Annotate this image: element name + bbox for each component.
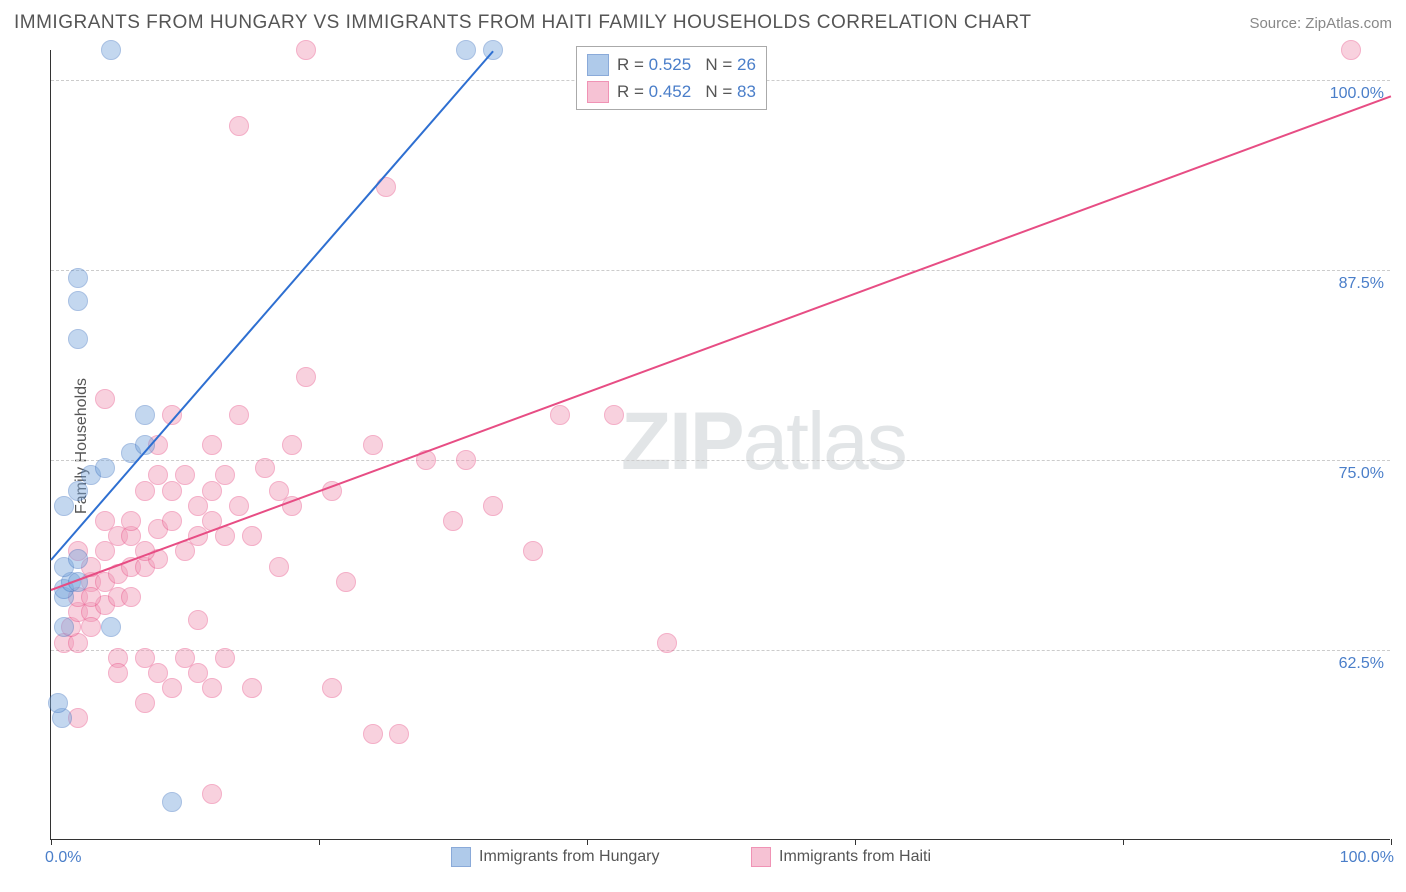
x-tick xyxy=(855,839,856,845)
scatter-point-haiti xyxy=(188,610,208,630)
scatter-point-haiti xyxy=(550,405,570,425)
x-tick xyxy=(51,839,52,845)
scatter-point-haiti xyxy=(202,678,222,698)
scatter-point-haiti xyxy=(269,557,289,577)
scatter-point-haiti xyxy=(296,40,316,60)
scatter-point-hungary xyxy=(456,40,476,60)
scatter-point-haiti xyxy=(657,633,677,653)
scatter-point-hungary xyxy=(101,617,121,637)
legend-swatch xyxy=(451,847,471,867)
scatter-point-haiti xyxy=(121,587,141,607)
trend-line xyxy=(51,96,1392,592)
grid-line xyxy=(51,650,1390,651)
x-tick xyxy=(587,839,588,845)
grid-line xyxy=(51,460,1390,461)
x-tick xyxy=(1391,839,1392,845)
scatter-point-haiti xyxy=(229,496,249,516)
scatter-point-haiti xyxy=(229,116,249,136)
y-tick-label: 62.5% xyxy=(1339,655,1384,673)
chart-title: IMMIGRANTS FROM HUNGARY VS IMMIGRANTS FR… xyxy=(14,12,1031,34)
scatter-point-haiti xyxy=(363,724,383,744)
scatter-point-hungary xyxy=(54,617,74,637)
scatter-point-hungary xyxy=(68,549,88,569)
scatter-point-haiti xyxy=(162,678,182,698)
scatter-point-haiti xyxy=(443,511,463,531)
grid-line xyxy=(51,270,1390,271)
scatter-point-hungary xyxy=(162,792,182,812)
scatter-point-hungary xyxy=(95,458,115,478)
x-tick-label: 100.0% xyxy=(1340,849,1394,867)
scatter-point-haiti xyxy=(483,496,503,516)
scatter-point-haiti xyxy=(148,465,168,485)
scatter-point-haiti xyxy=(604,405,624,425)
scatter-point-haiti xyxy=(121,511,141,531)
legend-text: R = 0.525 N = 26 xyxy=(617,51,756,78)
title-bar: IMMIGRANTS FROM HUNGARY VS IMMIGRANTS FR… xyxy=(14,12,1392,34)
scatter-point-haiti xyxy=(202,435,222,455)
scatter-point-hungary xyxy=(68,329,88,349)
scatter-point-haiti xyxy=(175,465,195,485)
watermark-bold: ZIP xyxy=(621,396,743,487)
scatter-point-haiti xyxy=(95,511,115,531)
scatter-point-haiti xyxy=(95,389,115,409)
scatter-point-haiti xyxy=(255,458,275,478)
scatter-point-hungary xyxy=(68,291,88,311)
series-legend: Immigrants from Hungary xyxy=(451,847,660,867)
chart-container: IMMIGRANTS FROM HUNGARY VS IMMIGRANTS FR… xyxy=(0,0,1406,892)
scatter-point-haiti xyxy=(336,572,356,592)
scatter-point-haiti xyxy=(282,435,302,455)
legend-row: R = 0.525 N = 26 xyxy=(587,51,756,78)
x-tick xyxy=(319,839,320,845)
x-tick xyxy=(1123,839,1124,845)
scatter-point-haiti xyxy=(322,678,342,698)
scatter-point-haiti xyxy=(215,465,235,485)
scatter-point-haiti xyxy=(135,693,155,713)
scatter-point-hungary xyxy=(101,40,121,60)
scatter-point-haiti xyxy=(269,481,289,501)
scatter-point-haiti xyxy=(202,784,222,804)
scatter-point-haiti xyxy=(389,724,409,744)
y-tick-label: 87.5% xyxy=(1339,275,1384,293)
scatter-point-hungary xyxy=(68,268,88,288)
scatter-point-haiti xyxy=(215,648,235,668)
watermark-light: atlas xyxy=(743,396,906,487)
legend-swatch xyxy=(587,54,609,76)
watermark: ZIPatlas xyxy=(621,395,906,489)
correlation-legend: R = 0.525 N = 26R = 0.452 N = 83 xyxy=(576,46,767,110)
legend-label: Immigrants from Hungary xyxy=(479,848,660,866)
scatter-point-hungary xyxy=(135,405,155,425)
legend-text: R = 0.452 N = 83 xyxy=(617,78,756,105)
scatter-point-haiti xyxy=(242,526,262,546)
legend-row: R = 0.452 N = 83 xyxy=(587,78,756,105)
series-legend: Immigrants from Haiti xyxy=(751,847,931,867)
legend-label: Immigrants from Haiti xyxy=(779,848,931,866)
scatter-point-haiti xyxy=(456,450,476,470)
scatter-point-hungary xyxy=(48,693,68,713)
legend-swatch xyxy=(751,847,771,867)
scatter-point-haiti xyxy=(242,678,262,698)
scatter-point-haiti xyxy=(229,405,249,425)
scatter-point-haiti xyxy=(363,435,383,455)
legend-swatch xyxy=(587,81,609,103)
scatter-point-haiti xyxy=(296,367,316,387)
x-tick-label: 0.0% xyxy=(45,849,81,867)
source-label: Source: ZipAtlas.com xyxy=(1249,15,1392,32)
y-tick-label: 75.0% xyxy=(1339,465,1384,483)
plot-area: ZIPatlas 62.5%75.0%87.5%100.0%0.0%100.0%… xyxy=(50,50,1390,840)
scatter-point-haiti xyxy=(81,587,101,607)
scatter-point-haiti xyxy=(81,617,101,637)
scatter-point-haiti xyxy=(523,541,543,561)
scatter-point-haiti xyxy=(108,663,128,683)
scatter-point-haiti xyxy=(162,511,182,531)
scatter-point-haiti xyxy=(1341,40,1361,60)
